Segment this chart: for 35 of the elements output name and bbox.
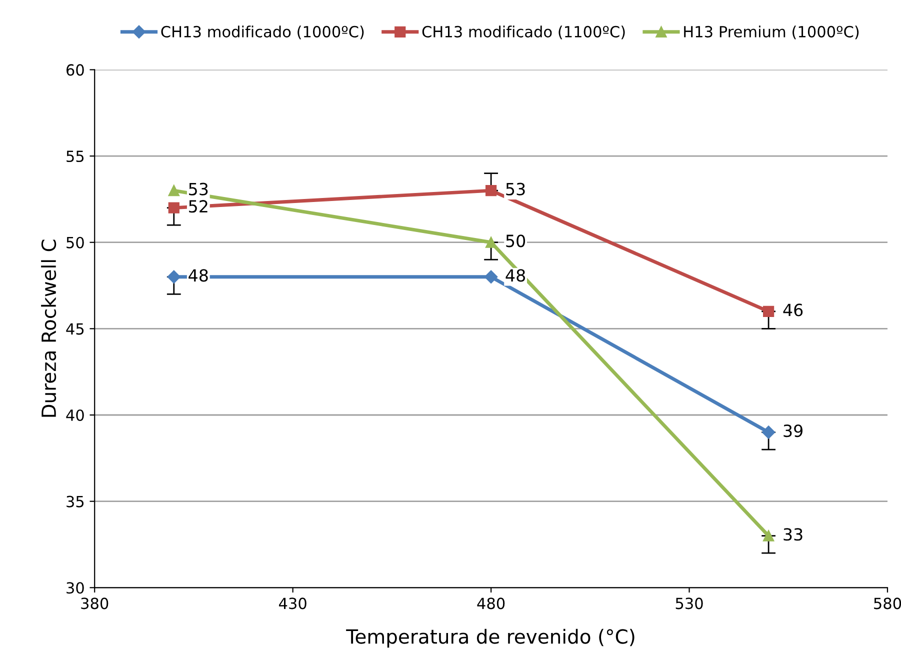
y-tick-label: 35 (66, 496, 84, 508)
x-tick-label: 530 (676, 598, 703, 610)
x-tick-label: 380 (81, 598, 108, 610)
y-axis-title: Dureza Rockwell C (41, 240, 56, 417)
point (762, 306, 774, 317)
legend-label: H13 Premium (1000ºC) (684, 26, 859, 40)
y-tick-label: 55 (66, 150, 84, 162)
y-tick-label: 30 (66, 582, 84, 594)
data-label: 50 (506, 234, 526, 248)
y-tick-label: 50 (66, 236, 84, 248)
data-label: 46 (783, 304, 803, 316)
point (485, 185, 497, 196)
legend-label: CH13 modificado (1100ºC) (422, 26, 625, 40)
data-label: 39 (784, 424, 802, 438)
x-tick-label: 480 (477, 598, 505, 610)
data-label: 33 (784, 528, 802, 541)
x-tick-label: 430 (278, 598, 306, 610)
y-tick-label: 60 (66, 64, 84, 76)
point (485, 236, 497, 248)
data-label: 53 (506, 182, 525, 196)
data-label: 48 (506, 269, 525, 282)
point (168, 202, 180, 214)
x-tick-label: 580 (874, 598, 901, 610)
data-label: 52 (189, 200, 208, 213)
point (167, 270, 180, 284)
y-tick-label: 40 (66, 409, 84, 422)
x-axis-title: Temperatura de revenido (°C) (346, 628, 634, 648)
point (762, 530, 774, 542)
data-label: 48 (188, 269, 208, 282)
point (168, 185, 180, 196)
data-label: 53 (189, 182, 208, 196)
point (484, 270, 498, 284)
y-tick-label: 45 (66, 323, 84, 335)
point (762, 426, 776, 439)
legend-label: CH13 modificado (1000ºC) (161, 26, 364, 40)
